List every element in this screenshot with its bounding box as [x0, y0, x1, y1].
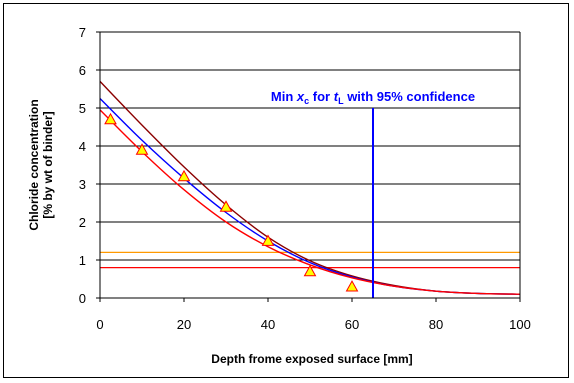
- data-point: [177, 169, 191, 182]
- y-tick-label: 7: [79, 25, 86, 40]
- data-point: [261, 234, 275, 246]
- axes: [96, 31, 521, 302]
- y-tick-labels: 0 1 2 3 4 5 6 7: [79, 25, 86, 306]
- x-tick-label: 20: [177, 317, 191, 332]
- data-point: [303, 264, 317, 277]
- vertical-marker-label: Min xc for tL with 95% confidence: [271, 89, 475, 106]
- y-tick-label: 6: [79, 63, 86, 78]
- y-tick-label: 1: [79, 253, 86, 268]
- measured-points: [104, 112, 359, 292]
- y-axis-title: Chloride concentration [% by wt of binder…: [27, 99, 55, 230]
- data-point: [104, 112, 117, 125]
- y-tick-label: 2: [79, 215, 86, 230]
- x-tick-labels: 0 20 40 60 80 100: [96, 317, 530, 332]
- y-tick-label: 5: [79, 101, 86, 116]
- data-point: [135, 143, 149, 155]
- y-tick-label: 0: [79, 291, 86, 306]
- x-tick-label: 0: [96, 317, 103, 332]
- x-tick-label: 40: [261, 317, 275, 332]
- x-tick-label: 100: [509, 317, 531, 332]
- y-tick-label: 4: [79, 139, 86, 154]
- x-tick-label: 60: [345, 317, 359, 332]
- y-axis-title-line: Chloride concentration: [27, 99, 41, 230]
- x-tick-label: 80: [429, 317, 443, 332]
- vertical-marker: Min xc for tL with 95% confidence: [271, 89, 475, 298]
- gridlines: [100, 31, 520, 261]
- y-axis-title-line: [% by wt of binder]: [41, 111, 55, 218]
- plot-area: [100, 32, 520, 298]
- data-point: [219, 200, 233, 212]
- x-axis-title: Depth frome exposed surface [mm]: [211, 352, 412, 366]
- y-tick-label: 3: [79, 177, 86, 192]
- data-point: [345, 280, 359, 292]
